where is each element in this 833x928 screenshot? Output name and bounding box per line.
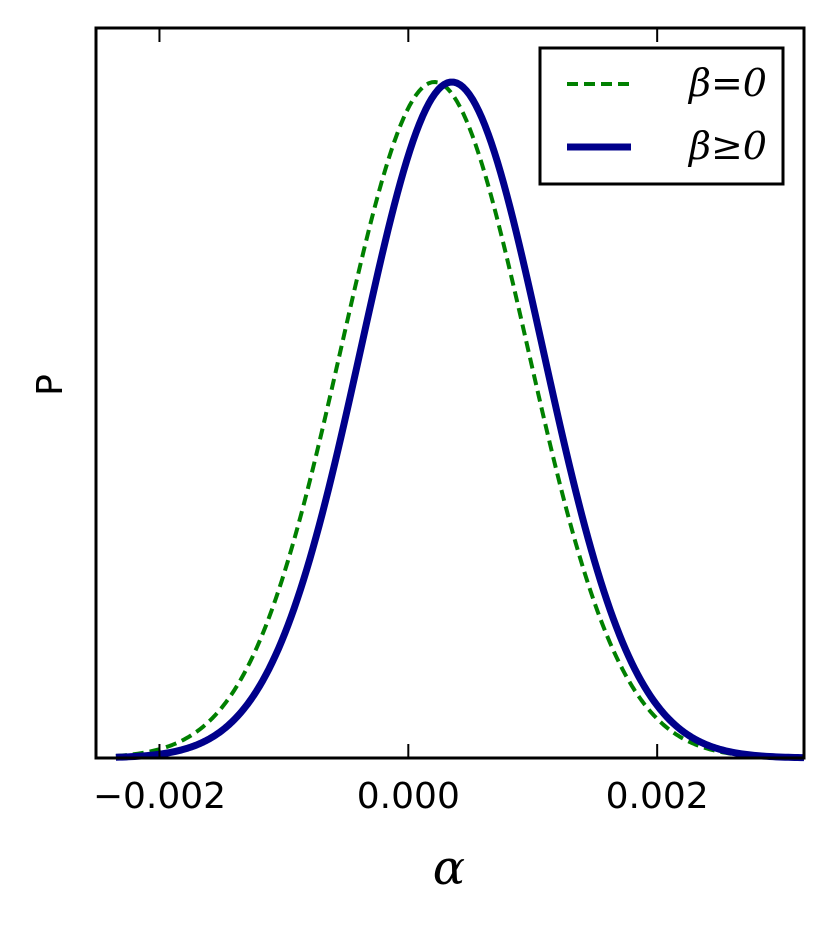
legend-label-beta-eq-0: β=0 <box>687 61 767 105</box>
plot-frame <box>94 26 806 760</box>
x-tick-label: 0.000 <box>357 776 460 817</box>
y-axis-label: P <box>30 374 71 396</box>
series-layer <box>115 78 805 762</box>
series-line-beta-geq-0 <box>115 78 805 762</box>
series-line-beta-eq-0 <box>115 80 805 760</box>
x-axis-label: α <box>433 840 465 896</box>
legend-box <box>538 46 785 186</box>
legend-label-beta-geq-0: β≥0 <box>687 124 767 168</box>
axes-layer <box>94 26 806 760</box>
legend: β=0 β≥0 <box>538 46 785 186</box>
x-tick-label: 0.002 <box>606 776 709 817</box>
ticks-layer: −0.002 0.000 0.002 <box>93 28 709 817</box>
x-tick-label: −0.002 <box>93 776 226 817</box>
